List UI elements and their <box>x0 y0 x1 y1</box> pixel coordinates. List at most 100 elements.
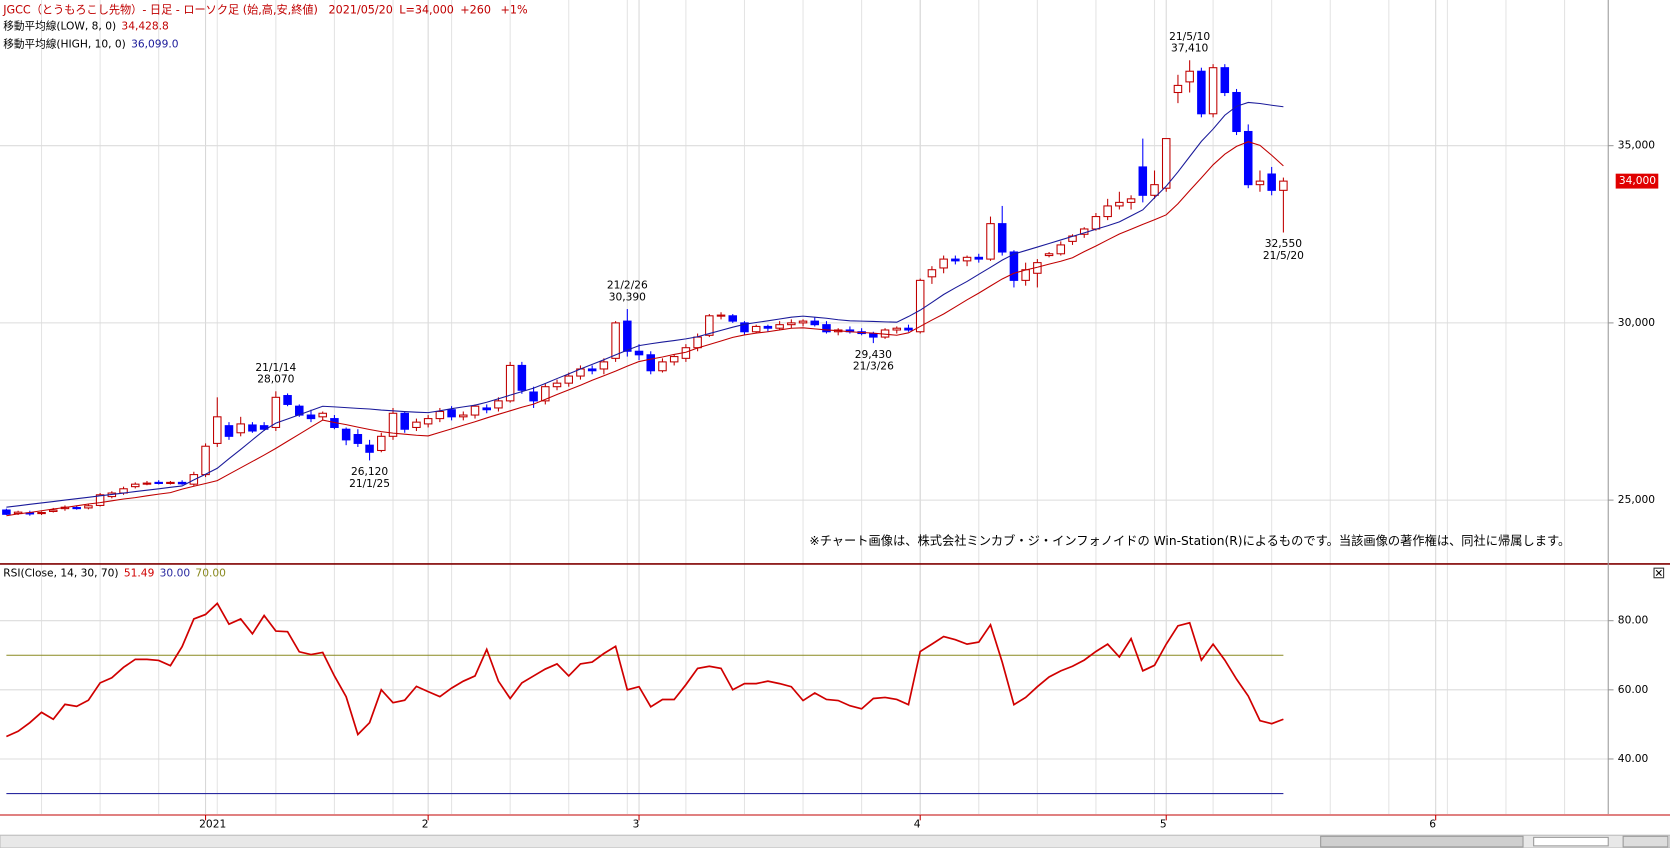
close-icon <box>1655 569 1662 576</box>
x-tick-label: 5 <box>1160 818 1167 831</box>
annotation-value: 26,120 <box>351 465 388 478</box>
candle-body <box>365 444 374 453</box>
candle-body <box>740 322 749 333</box>
candle-body <box>728 315 738 322</box>
candle-body <box>1021 269 1030 281</box>
candle-body <box>962 256 972 262</box>
candle-body <box>1267 173 1276 191</box>
candle-body <box>751 325 761 333</box>
candle-body <box>48 509 58 512</box>
candle-body <box>494 400 503 409</box>
candle-body <box>447 409 456 418</box>
candle-body <box>1220 67 1230 94</box>
annotation-value: 37,410 <box>1171 42 1208 55</box>
candle-body <box>1243 130 1253 186</box>
candle-body <box>84 505 93 509</box>
header-last: L=34,000 <box>399 4 454 17</box>
candle-body <box>341 428 351 441</box>
candle-body <box>763 325 773 329</box>
candle-body <box>623 320 632 352</box>
candle-body <box>1208 67 1218 115</box>
x-tick-label: 3 <box>633 818 640 831</box>
legend-value: 34,428.8 <box>121 20 169 33</box>
candle-body <box>599 361 609 370</box>
candle-body <box>716 314 726 317</box>
legend-name: 移動平均線(HIGH, 10, 0) <box>3 38 126 51</box>
rsi-name: RSI(Close, 14, 30, 70) <box>3 566 118 579</box>
candle-body <box>927 269 937 278</box>
header-title: JGCC（とうもろこし先物）- 日足 - ローソク足 (始,高,安,終値) <box>2 3 318 17</box>
rsi-level-label: 30.00 <box>160 566 191 579</box>
candle-body <box>939 258 948 269</box>
y-tick-label: 60.00 <box>1618 683 1649 696</box>
y-tick-label: 25,000 <box>1618 493 1655 506</box>
candle-body <box>705 315 714 336</box>
zoom-buttons[interactable] <box>1622 835 1669 848</box>
header-pct: +1% <box>501 4 528 17</box>
candle-body <box>1044 253 1054 257</box>
candle-body <box>271 396 281 428</box>
candle-body <box>517 364 527 391</box>
candle-body <box>459 414 468 418</box>
candle-body <box>412 421 421 428</box>
annotation-date: 21/2/26 <box>607 279 648 292</box>
candle-body <box>2 509 11 515</box>
marks <box>2 60 1288 795</box>
candle-body <box>611 322 620 359</box>
candle-body <box>587 368 597 372</box>
y-tick-label: 80.00 <box>1618 614 1649 627</box>
rsi-line <box>6 602 1284 738</box>
candle-body <box>1103 205 1112 218</box>
candle-body <box>400 412 409 430</box>
candle-body <box>1115 201 1124 207</box>
candle-body <box>658 361 667 372</box>
last-price-box <box>1615 173 1659 189</box>
candle-body <box>388 412 398 437</box>
candle-body <box>669 356 679 363</box>
legend-entry: 移動平均線(HIGH, 10, 0) 36,099.0 <box>3 38 179 51</box>
candle-body <box>1279 180 1288 191</box>
candle-body <box>318 412 327 418</box>
scroll-thumb[interactable] <box>1320 835 1524 848</box>
candle-body <box>1126 198 1136 203</box>
candle-body <box>131 483 140 488</box>
annotation-date: 21/5/20 <box>1263 249 1304 262</box>
candle-body <box>248 424 257 432</box>
candle-body <box>505 364 515 402</box>
candle-body <box>1056 244 1066 255</box>
last-price-label: 34,000 <box>1619 174 1656 187</box>
candle-body <box>810 320 820 326</box>
candle-body <box>1138 166 1148 196</box>
candle-body <box>1091 216 1101 230</box>
candle-body <box>787 322 796 326</box>
candle-body <box>541 386 550 402</box>
candle-body <box>564 375 573 384</box>
grid <box>0 0 1609 814</box>
header-date: 2021/05/20 <box>329 4 393 17</box>
candle-body <box>72 507 81 510</box>
x-tick-label: 2 <box>422 818 429 831</box>
candle-body <box>974 256 984 260</box>
candle-body <box>1185 70 1194 83</box>
candle-body <box>552 382 562 388</box>
candle-body <box>986 223 995 260</box>
candle-body <box>1173 84 1183 94</box>
x-tick-label: 2021 <box>199 818 226 831</box>
zoom-slider[interactable] <box>1533 836 1609 847</box>
annotation-value: 30,390 <box>609 290 646 303</box>
annotation-date: 21/3/26 <box>853 360 894 373</box>
x-tick-label: 6 <box>1429 818 1436 831</box>
rsi-value: 51.49 <box>124 566 155 579</box>
candle-body <box>1009 251 1019 281</box>
candle-body <box>1150 184 1159 196</box>
y-tick-label: 40.00 <box>1618 752 1649 765</box>
candle-body <box>892 327 902 331</box>
candle-body <box>693 336 702 349</box>
annotation-date: 21/1/14 <box>255 361 296 374</box>
candle-body <box>482 407 491 411</box>
candle-body <box>236 423 245 434</box>
candle-body <box>775 324 784 329</box>
y-tick-label: 35,000 <box>1618 139 1655 152</box>
candle-body <box>529 391 538 402</box>
moving-average-line <box>6 101 1284 508</box>
